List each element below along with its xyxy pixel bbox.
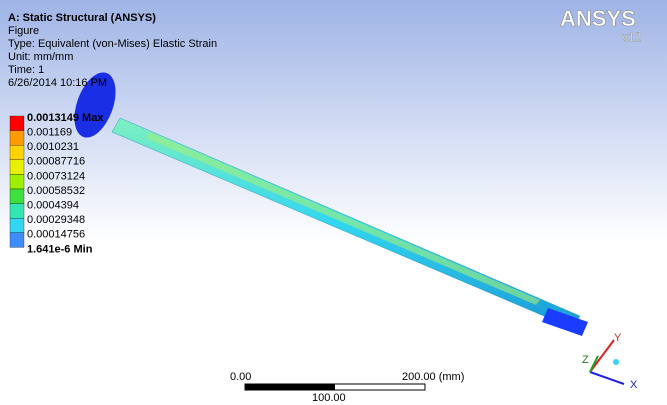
axis-x: X: [630, 379, 638, 391]
scale-start: 0.00: [230, 371, 251, 383]
legend-swatch: [10, 174, 24, 189]
version: v12: [622, 30, 642, 44]
legend-label: 0.00073124: [27, 170, 85, 182]
legend-swatch: [10, 189, 24, 204]
legend-swatch: [10, 160, 24, 175]
scale-middle: 100.00: [312, 392, 346, 404]
legend-swatch: [10, 145, 24, 160]
scale-bar: [245, 384, 425, 390]
scale-end: 200.00 (mm): [402, 371, 464, 383]
viewport: A: Static Structural (ANSYS) FigureType:…: [0, 0, 667, 405]
header-line: Unit: mm/mm: [8, 51, 73, 63]
header-line: Time: 1: [8, 64, 44, 76]
header-line: 6/26/2014 10:16 PM: [8, 77, 107, 89]
axis-y: Y: [614, 332, 622, 344]
legend-swatch: [10, 218, 24, 233]
legend-label: 0.0013149 Max: [27, 112, 104, 124]
logo: ANSYS: [560, 6, 636, 31]
legend-label: 0.0010231: [27, 141, 79, 153]
legend-label: 0.0004394: [27, 200, 79, 212]
legend-swatch: [10, 116, 24, 131]
legend-label: 0.00058532: [27, 185, 85, 197]
legend-label: 0.001169: [27, 127, 72, 139]
legend-swatch: [10, 233, 24, 248]
axis-z: Z: [582, 354, 589, 366]
header-line: Figure: [8, 25, 39, 37]
legend-swatch: [10, 204, 24, 219]
background: [0, 0, 667, 405]
legend-label: 1.641e-6 Min: [27, 243, 93, 255]
header-line: Type: Equivalent (von-Mises) Elastic Str…: [8, 38, 217, 50]
title: A: Static Structural (ANSYS): [8, 12, 156, 24]
legend-label: 0.00087716: [27, 156, 85, 168]
legend-label: 0.00029348: [27, 214, 85, 226]
legend-label: 0.00014756: [27, 229, 85, 241]
legend-swatch: [10, 131, 24, 146]
